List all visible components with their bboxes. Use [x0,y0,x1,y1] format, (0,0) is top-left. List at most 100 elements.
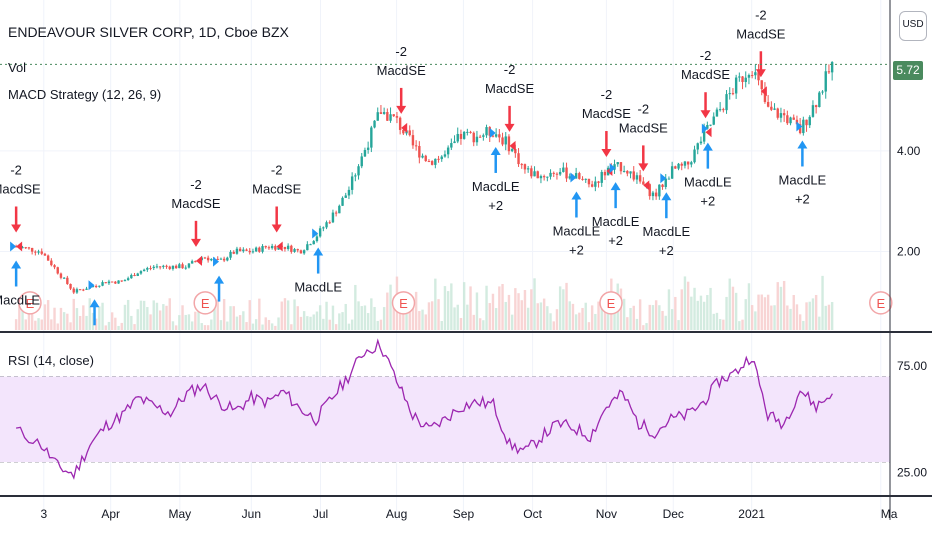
earnings-marker[interactable]: E [391,291,416,315]
candle-body [674,166,677,169]
volume-bar [734,292,738,330]
sell-arrow-head [700,110,711,119]
buy-signal-label: +2 [795,191,810,206]
candle-body [245,249,248,251]
volume-bar [306,316,309,330]
candle-body [328,222,331,224]
candle-body [216,258,219,260]
candle-body [222,258,226,261]
volume-bar [549,313,552,330]
candle-body [34,251,37,253]
volume-bar [414,291,418,330]
candle-body [242,249,245,252]
candle-body [379,112,383,114]
candle-body [709,124,712,126]
volume-bar [254,319,258,330]
sell-signal: -2 MacdSE [377,44,426,133]
symbol-title[interactable]: ENDEAVOUR SILVER CORP, 1D, Cboe BZX [8,24,289,40]
time-tick-label: Dec [663,507,684,521]
volume-bar [504,301,507,330]
volume-bar [715,312,719,330]
earnings-marker[interactable]: E [599,291,623,315]
volume-bar [677,320,680,330]
volume-bar [350,319,354,330]
candle-body [142,269,146,272]
volume-bar [619,288,623,330]
volume-bar [286,300,290,330]
candle-body [827,71,831,73]
volume-bar [341,312,344,330]
candle-body [443,154,447,157]
candle-body [360,156,363,167]
volume-bar [168,298,171,330]
volume-bar [296,306,299,330]
volume-label[interactable]: Vol [8,60,27,75]
candle-body [347,189,351,196]
volume-bar [194,311,197,330]
rsi-label[interactable]: RSI (14, close) [8,353,94,368]
buy-signal-label: MacdLE [0,292,40,307]
sell-arrow-head [190,238,201,247]
earnings-marker[interactable]: E [869,291,893,315]
time-tick-label: 2021 [738,507,765,521]
candle-body [562,167,565,172]
price-axis: 2.00 4.00 [897,144,921,259]
candle-body [238,248,242,252]
volume-bar [315,311,319,330]
volume-bar [536,303,539,330]
candle-body [315,236,319,242]
candle-body [85,288,88,290]
volume-bar [702,301,706,330]
volume-bar [533,278,536,330]
volume-bar [446,291,450,330]
volume-bar [648,304,651,330]
candle-body [190,261,194,264]
volume-bar [261,324,264,330]
volume-bar [373,306,376,330]
candle-body [258,247,261,252]
volume-bar [827,304,831,330]
candle-body [389,114,392,121]
candle-body [581,178,584,180]
candle-body [494,134,498,137]
buy-signal-label: +2 [700,194,715,209]
buy-signal-label: +2 [659,243,674,258]
volume-bar [578,312,581,330]
volume-bar [139,300,143,330]
earnings-marker[interactable]: E [193,291,217,315]
earnings-marker[interactable]: E [18,291,42,315]
candle-body [155,266,159,268]
candle-body [802,119,805,134]
buy-signal-label: MacdLE [553,223,601,238]
volume-bar [53,307,56,330]
volume-bar [251,323,255,330]
candle-body [149,268,152,270]
volume-bars [14,275,834,330]
candle-body [98,285,101,287]
volume-bar [232,306,235,330]
volume-bar [136,309,139,330]
candle-body [613,164,616,170]
candle-body [168,266,171,269]
buy-arrow-head [610,182,621,191]
buy-signal-label: MacdLE [472,179,520,194]
sell-signal-label: -2 [504,62,516,77]
candle-body [728,93,731,95]
time-tick-label: Jul [313,507,328,521]
volume-bar [328,319,331,330]
sell-signal: -2 MacdSE [681,48,730,138]
candle-body [133,275,136,277]
volume-bar [613,306,616,330]
sell-signal-label: -2 [638,101,650,116]
candle-body [430,161,434,165]
macd-strategy-label[interactable]: MACD Strategy (12, 26, 9) [8,87,162,102]
sell-signal-label: MacdSE [736,26,785,41]
candle-body [325,222,328,228]
volume-bar [213,308,216,330]
time-tick-label: 3 [40,507,47,521]
candle-body [296,249,299,251]
candle-body [120,280,123,282]
currency-button[interactable]: USD [899,11,927,41]
